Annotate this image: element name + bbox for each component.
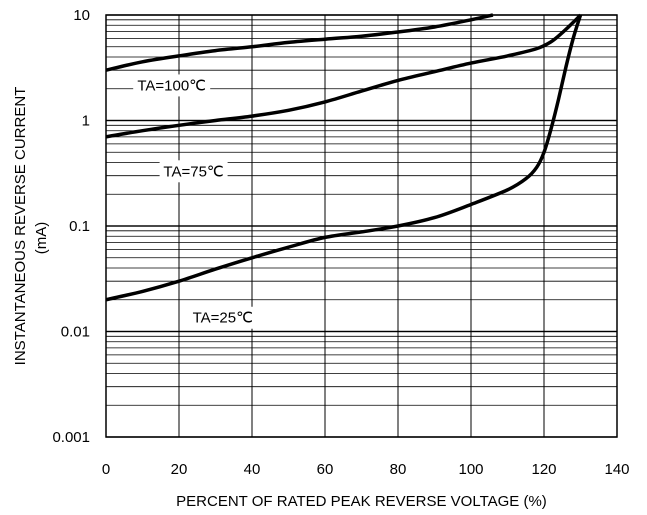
x-axis-title: PERCENT OF RATED PEAK REVERSE VOLTAGE (%… <box>176 493 547 510</box>
series-line-ta-100 <box>105 13 494 72</box>
annotation-background <box>133 74 211 97</box>
annotation-label: TA=100℃ <box>137 77 206 94</box>
x-tick-label: 120 <box>531 461 556 478</box>
x-tick-label: 40 <box>244 461 261 478</box>
y-tick-label: 0.001 <box>52 429 90 446</box>
x-tick-label: 100 <box>458 461 483 478</box>
y-tick-labels: 0.001 0.01 0.1 1 10 <box>52 7 90 446</box>
plot-frame <box>105 14 618 438</box>
y-axis-title: INSTANTANEOUS REVERSE CURRENT <box>12 87 29 366</box>
series-line-ta-25 <box>105 14 583 302</box>
annotation-label: TA=25℃ <box>193 310 253 327</box>
x-tick-label: 140 <box>604 461 629 478</box>
curves <box>105 13 583 302</box>
annotation-background <box>188 306 257 329</box>
x-tick-label: 80 <box>390 461 407 478</box>
x-tick-label: 0 <box>102 461 110 478</box>
annotation-background <box>159 160 228 183</box>
x-tick-label: 20 <box>171 461 188 478</box>
grid <box>105 14 618 438</box>
x-tick-label: 60 <box>317 461 334 478</box>
y-axis-unit: (mA) <box>33 222 50 255</box>
y-tick-label: 1 <box>82 113 90 130</box>
annotations: TA=100℃ TA=75℃ TA=25℃ <box>133 74 257 329</box>
x-tick-labels: 0 20 40 60 80 100 120 140 <box>102 461 630 478</box>
y-tick-label: 0.1 <box>69 218 90 235</box>
series-line-ta-75 <box>105 13 582 139</box>
y-tick-label: 0.01 <box>61 324 90 341</box>
annotation-label: TA=75℃ <box>163 163 223 180</box>
y-tick-label: 10 <box>73 7 90 24</box>
